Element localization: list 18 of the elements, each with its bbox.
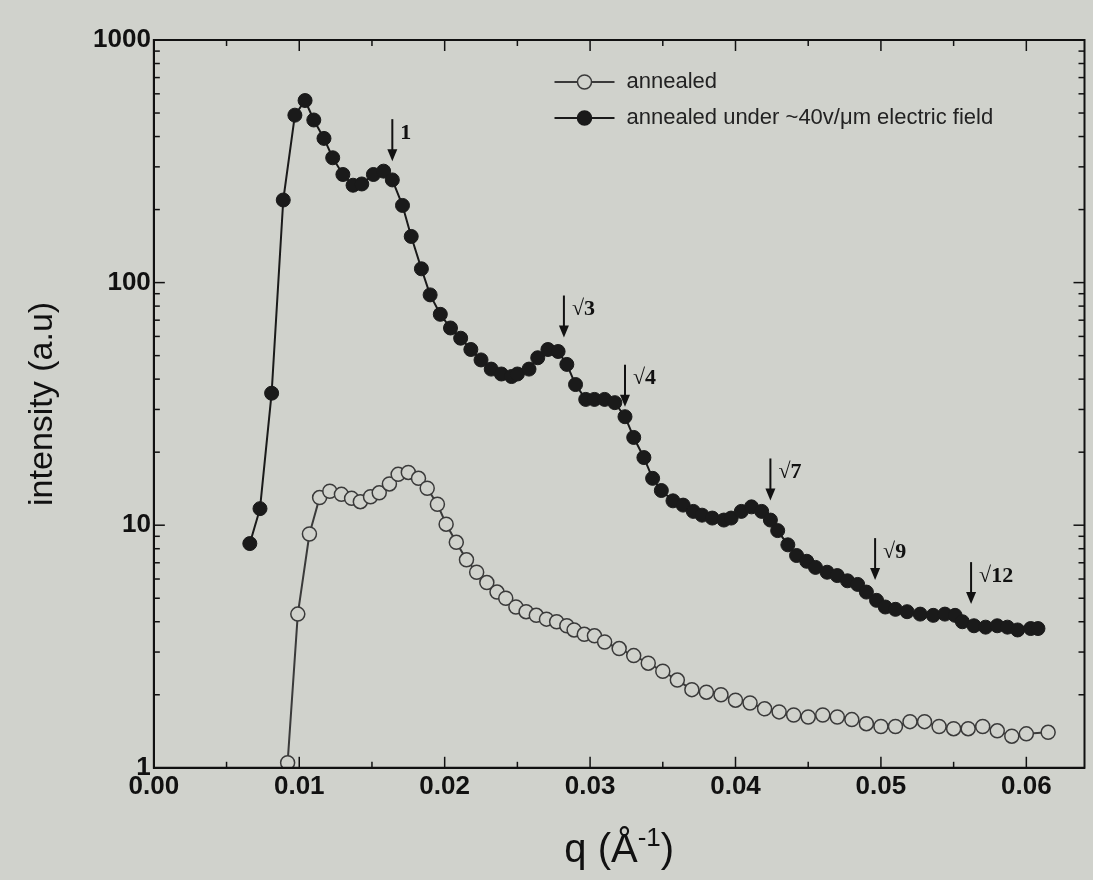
x-tick-label: 0.02 xyxy=(419,769,470,800)
legend-label: annealed under ~40v/μm electric field xyxy=(626,104,994,130)
x-tick-label: 0.05 xyxy=(855,769,907,800)
x-tick-label: 0.03 xyxy=(564,769,616,800)
x-tick-label: 0.06 xyxy=(1001,769,1052,800)
x-tick-label: 0.01 xyxy=(273,769,325,800)
annotation: 1 xyxy=(400,118,412,144)
annotation: √4 xyxy=(632,364,657,390)
y-tick-label: 10 xyxy=(121,508,151,539)
y-axis-title: intensity (a.u) xyxy=(21,301,59,506)
legend-label: annealed xyxy=(626,68,718,94)
annotation: √9 xyxy=(883,537,907,563)
y-tick-label: 1000 xyxy=(93,23,151,54)
annotation: √3 xyxy=(571,295,595,321)
annotation: √12 xyxy=(979,561,1014,587)
x-tick-label: 0.04 xyxy=(710,769,762,800)
annotation: √7 xyxy=(778,458,802,484)
y-tick-label: 100 xyxy=(107,265,151,296)
